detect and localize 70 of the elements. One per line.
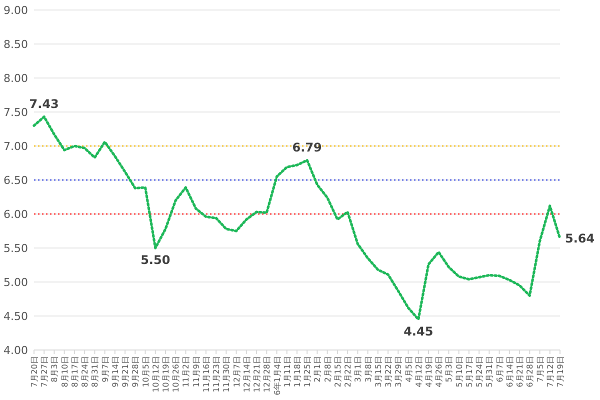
x-tick-label: 3月29日 xyxy=(394,356,404,388)
x-tick-label: 1月18日 xyxy=(293,356,302,388)
annotation: 5.50 xyxy=(140,253,170,267)
x-tick-label: 5月31日 xyxy=(485,356,494,388)
x-tick-label: 3月1日 xyxy=(354,356,363,382)
x-tick-label: 3月22日 xyxy=(384,356,394,388)
x-tick-label: 9月28日 xyxy=(131,356,140,388)
x-tick-label: 3月8日 xyxy=(364,356,373,382)
annotation: 7.43 xyxy=(29,96,59,111)
y-tick-label: 8.00 xyxy=(4,72,28,85)
x-tick-label: 4月26日 xyxy=(434,356,444,388)
x-tick-label: 10月5日 xyxy=(141,356,150,388)
x-tick-label: 5月10日 xyxy=(454,356,464,388)
x-tick-label: 2月1日 xyxy=(313,356,322,382)
annotation: 4.45 xyxy=(404,324,434,338)
x-tick-label: 11月16日 xyxy=(202,356,211,392)
y-tick-label: 6.50 xyxy=(4,174,28,187)
x-tick-label: 2月8日 xyxy=(323,356,332,382)
x-tick-label: 8月3日 xyxy=(50,356,60,382)
x-tick-label: 4月12日 xyxy=(414,356,424,388)
x-tick-label: 9月21日 xyxy=(121,356,130,388)
x-tick-label: 8月10日 xyxy=(60,356,70,388)
x-tick-label: 1月11日 xyxy=(282,356,292,388)
y-tick-label: 9.00 xyxy=(4,4,28,17)
x-tick-label: 11月30日 xyxy=(222,356,232,392)
y-tick-label: 7.00 xyxy=(4,140,28,153)
x-tick-label: 8月31日 xyxy=(90,356,100,388)
x-tick-label: 6月14日 xyxy=(505,356,514,388)
x-tick-label: 7月19日 xyxy=(556,356,565,388)
x-tick-label: 12月14日 xyxy=(242,356,252,392)
x-tick-label: 12月7日 xyxy=(232,356,242,388)
x-tick-label: 7月20日 xyxy=(30,356,39,388)
x-tick-label: 3月15日 xyxy=(374,356,383,388)
x-tick-label: 5月24日 xyxy=(475,356,484,388)
x-tick-label: 8月24日 xyxy=(80,356,90,388)
x-tick-label: 5月17日 xyxy=(464,356,474,388)
x-tick-label: 5月3日 xyxy=(444,356,454,382)
annotation: 5.64 xyxy=(565,231,595,246)
x-tick-label: 1月25日 xyxy=(303,356,312,388)
x-tick-label: 4月5日 xyxy=(404,356,414,382)
x-tick-label: 11月2日 xyxy=(182,356,191,388)
x-tick-label: 7月5日 xyxy=(536,356,545,382)
y-tick-label: 4.50 xyxy=(4,310,28,323)
x-tick-label: 10月12日 xyxy=(151,356,160,392)
x-tick-label: 11月23日 xyxy=(212,356,222,392)
y-tick-label: 8.50 xyxy=(4,38,28,51)
x-tick-label: 6月7日 xyxy=(495,356,504,382)
y-tick-label: 6.00 xyxy=(4,208,28,221)
y-tick-label: 5.00 xyxy=(4,276,28,289)
x-tick-label: 7月27日 xyxy=(40,356,50,388)
x-tick-label: 6月21日 xyxy=(516,356,525,388)
x-tick-label: 12月28日 xyxy=(262,356,272,392)
x-tick-label: 7月12日 xyxy=(546,356,555,388)
x-tick-label: 11月9日 xyxy=(192,356,201,388)
x-tick-label: 12月21日 xyxy=(252,356,262,392)
x-tick-label: 2月15日 xyxy=(333,356,342,388)
x-tick-label: 10月26日 xyxy=(172,356,181,392)
x-tick-label: 9月7日 xyxy=(100,356,110,382)
y-tick-label: 5.50 xyxy=(4,242,28,255)
x-tick-label: 6月28日 xyxy=(526,356,535,388)
annotation: 6.79 xyxy=(292,140,322,154)
line-series xyxy=(32,115,562,321)
x-tick-label: 9月14日 xyxy=(110,356,120,388)
y-tick-label: 4.00 xyxy=(4,344,28,357)
x-tick-label: 6年1月4日 xyxy=(272,356,282,396)
x-tick-label: 4月19日 xyxy=(424,356,434,388)
x-tick-label: 10月19日 xyxy=(162,356,170,392)
x-tick-label: 8月17日 xyxy=(70,356,80,388)
x-tick-label: 2月22日 xyxy=(344,356,353,388)
y-tick-label: 7.50 xyxy=(4,106,28,119)
